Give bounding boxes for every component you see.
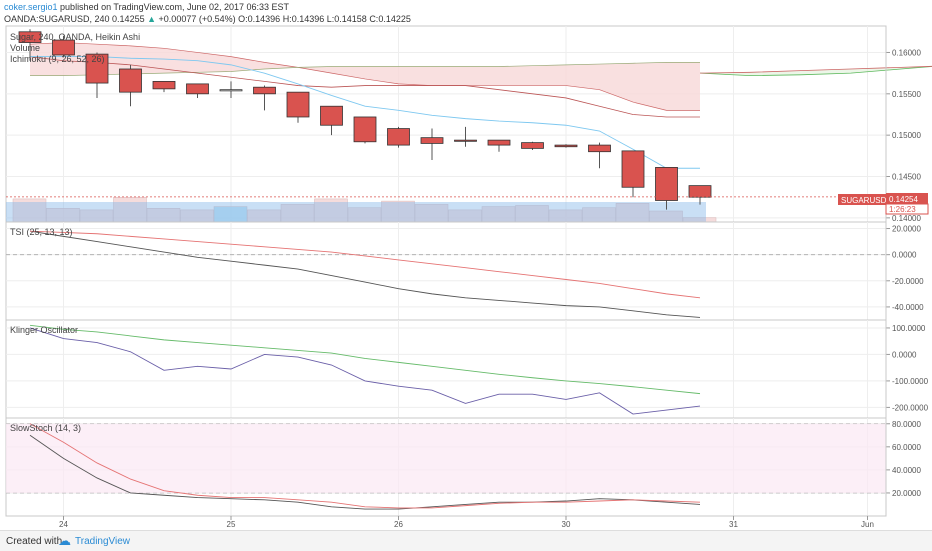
y-tick-label: 60.0000: [892, 443, 921, 452]
ichimoku-legend: Ichimoku (9, 26, 52, 26): [10, 54, 105, 64]
candle-body: [487, 139, 511, 146]
publish-line: coker.sergio1 published on TradingView.c…: [4, 2, 289, 12]
ichimoku-cloud: [30, 42, 700, 111]
candle-body: [320, 105, 343, 126]
y-tick-label: -200.0000: [892, 403, 929, 412]
candle-body: [554, 144, 578, 148]
close-value: C:0.14225: [369, 14, 411, 24]
x-tick-label: 25: [227, 520, 236, 529]
symbol-price-label: SUGARUSD: [838, 194, 887, 205]
candle-body: [521, 142, 544, 149]
created-with: Created with: [6, 536, 63, 547]
y-tick-label: 100.0000: [892, 324, 926, 333]
candle-body: [85, 53, 109, 84]
senkou-span-a-line: [29, 42, 700, 111]
series-line: [29, 327, 701, 415]
volume-bar: [113, 197, 147, 223]
tsi-legend: TSI (25, 13, 13): [10, 227, 73, 237]
candle-body: [454, 139, 477, 142]
price-tag: 0.14254: [889, 195, 918, 204]
y-tick-label: -100.0000: [892, 377, 929, 386]
kijun-line: [30, 56, 700, 169]
current-price-label: 0.14254 1:26:23: [885, 193, 929, 215]
main-price-pane[interactable]: 0.16000 0.15500 0.15000 0.14500 0.14000: [5, 25, 932, 223]
candle-body: [52, 39, 75, 56]
candle-body: [219, 89, 243, 92]
high-value: H:0.14396: [282, 14, 325, 24]
y-tick-label: 0.14500: [892, 173, 921, 182]
symbol-line: OANDA:SUGARUSD, 240 0.14255 ▲ +0.00077 (…: [4, 14, 411, 24]
y-tick-label: -20.0000: [892, 277, 924, 286]
y-tick-label: 20.0000: [892, 225, 921, 234]
low-value: L:0.14158: [326, 14, 367, 24]
y-tick-label: 40.0000: [892, 466, 921, 475]
tenkan-line: [29, 56, 700, 118]
x-tick-label: Jun: [861, 520, 874, 529]
candle-body: [688, 185, 712, 198]
series-line: [29, 230, 701, 299]
tsi-pane[interactable]: 20.0000 0.0000 -20.0000 -40.0000: [5, 221, 932, 321]
candle-body: [655, 167, 678, 201]
tradingview-cloud-icon: ☁: [58, 533, 71, 548]
time-axis[interactable]: 2425263031Jun209:0045: [6, 26, 932, 529]
candle-body: [387, 128, 410, 146]
y-tick-label: 0.0000: [892, 251, 917, 260]
candle-body: [286, 91, 310, 118]
candle-body: [253, 86, 276, 95]
last-price: 0.14255: [112, 14, 145, 24]
slowstoch-legend: SlowStoch (14, 3): [10, 423, 81, 433]
ichimoku-cloud-projection: [700, 66, 932, 76]
klinger-legend: Klinger Oscillator: [10, 325, 78, 335]
x-tick-label: 30: [562, 520, 571, 529]
publish-info: published on TradingView.com, June 02, 2…: [60, 2, 290, 12]
author-link[interactable]: coker.sergio1: [4, 2, 58, 12]
x-tick-label: 31: [729, 520, 738, 529]
up-arrow-icon: ▲: [147, 14, 157, 24]
volume-legend: Volume: [10, 43, 40, 53]
main-legend-title: Sugar, 240, OANDA, Heikin Ashi: [10, 32, 140, 42]
candle-body: [119, 68, 142, 93]
series-line: [29, 434, 701, 510]
footer: Created with ☁ TradingView: [0, 530, 932, 551]
symbol-tag: SUGARUSD: [841, 196, 887, 205]
y-tick-label: 0.15500: [892, 90, 921, 99]
lead-span-a-line: [699, 66, 932, 77]
slowstoch-pane[interactable]: 80.0000 60.0000 40.0000 20.0000: [5, 417, 932, 517]
candle-body: [186, 83, 209, 95]
y-tick-label: 0.15000: [892, 131, 921, 140]
candle-body: [152, 81, 176, 90]
y-tick-label: 0.14000: [892, 214, 921, 223]
series-line: [29, 324, 701, 395]
candle-body: [420, 137, 444, 144]
candle-body: [588, 144, 611, 153]
x-tick-label: 24: [59, 520, 68, 529]
candle-body: [353, 116, 377, 143]
lead-span-b-line: [699, 65, 932, 74]
open-value: O:0.14396: [238, 14, 281, 24]
pane-frame: [5, 319, 887, 419]
stoch-band: [6, 423, 886, 493]
y-tick-label: 0.16000: [892, 48, 921, 57]
klinger-pane[interactable]: 100.0000 0.0000 -100.0000 -200.0000: [5, 319, 932, 419]
y-tick-label: 0.0000: [892, 350, 917, 359]
x-tick-label: 26: [394, 520, 403, 529]
chart-canvas[interactable]: 0.16000 0.15500 0.15000 0.14500 0.14000 20.0…: [0, 0, 932, 530]
series-line: [29, 230, 701, 318]
y-tick-label: 20.0000: [892, 489, 921, 498]
candle-body: [18, 31, 42, 43]
candle-body: [621, 150, 645, 188]
tradingview-brand[interactable]: TradingView: [75, 536, 131, 547]
countdown-tag: 1:26:23: [889, 205, 916, 214]
series-line: [29, 423, 701, 509]
chart-header: coker.sergio1 published on TradingView.c…: [0, 0, 932, 26]
price-change: +0.00077 (+0.54%): [158, 14, 236, 24]
y-tick-label: 80.0000: [892, 420, 921, 429]
volume-ma-area: [6, 202, 706, 222]
y-tick-label: -40.0000: [892, 303, 924, 312]
symbol-name: OANDA:SUGARUSD, 240: [4, 14, 110, 24]
